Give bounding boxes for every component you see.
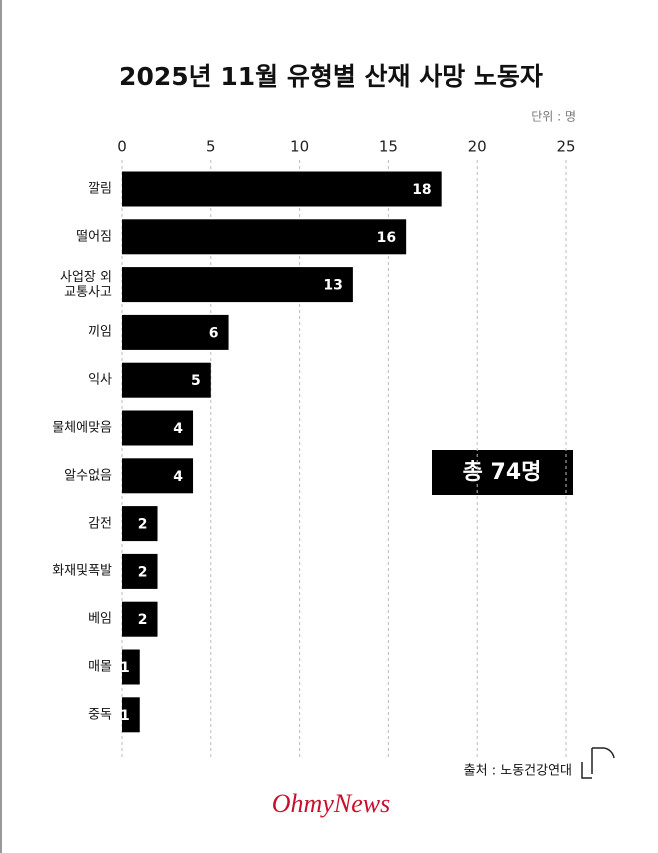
bar — [122, 219, 407, 255]
source-icon — [581, 747, 615, 779]
value-label: 1 — [120, 660, 130, 676]
value-label: 4 — [173, 421, 183, 437]
value-label: 18 — [412, 182, 431, 198]
y-tick-label: 중독 — [88, 707, 112, 723]
source: 출처 : 노동건강연대 — [464, 764, 572, 779]
value-label: 16 — [377, 230, 396, 246]
bar — [122, 649, 140, 685]
bar — [122, 314, 229, 350]
y-tick-label: 매몰 — [88, 659, 112, 675]
y-tick-label: 깔림 — [88, 181, 112, 197]
y-tick-label: 화재및폭발 — [52, 563, 112, 579]
total-box — [432, 450, 573, 495]
x-tick-label: 10 — [290, 138, 309, 156]
value-label: 6 — [209, 325, 219, 341]
y-tick-label: 사업장 외 교통사고 — [60, 269, 112, 300]
y-tick-label: 끼임 — [88, 324, 112, 340]
y-tick-label: 떨어짐 — [76, 229, 112, 245]
y-tick-label: 익사 — [88, 372, 112, 388]
total-label: 총 74명 — [463, 460, 542, 485]
bar — [122, 601, 158, 637]
value-label: 13 — [323, 278, 342, 294]
y-tick-label: 베임 — [88, 611, 112, 627]
bar — [122, 458, 194, 494]
unit-note: 단위 : 명 — [531, 110, 576, 124]
value-label: 1 — [120, 708, 130, 724]
bar — [122, 410, 194, 446]
value-label: 4 — [173, 469, 183, 485]
logo: OhmyNews — [272, 789, 390, 818]
bar — [122, 553, 158, 589]
value-label: 5 — [191, 373, 201, 389]
bar — [122, 697, 140, 733]
bar — [122, 171, 442, 207]
y-tick-label: 감전 — [88, 516, 112, 532]
value-label: 2 — [138, 517, 148, 533]
value-label: 2 — [138, 612, 148, 628]
value-label: 2 — [138, 564, 148, 580]
x-tick-label: 25 — [556, 138, 575, 156]
bar — [122, 267, 353, 303]
bar — [122, 506, 158, 542]
x-tick-label: 5 — [206, 138, 216, 156]
y-tick-label: 물체에맞음 — [52, 420, 112, 436]
y-tick-label: 알수없음 — [64, 468, 112, 484]
chart-title: 2025년 11월 유형별 산재 사망 노동자 — [119, 62, 543, 91]
x-tick-label: 20 — [468, 138, 487, 156]
x-tick-label: 0 — [117, 138, 127, 156]
bar — [122, 362, 211, 398]
x-tick-label: 15 — [379, 138, 398, 156]
